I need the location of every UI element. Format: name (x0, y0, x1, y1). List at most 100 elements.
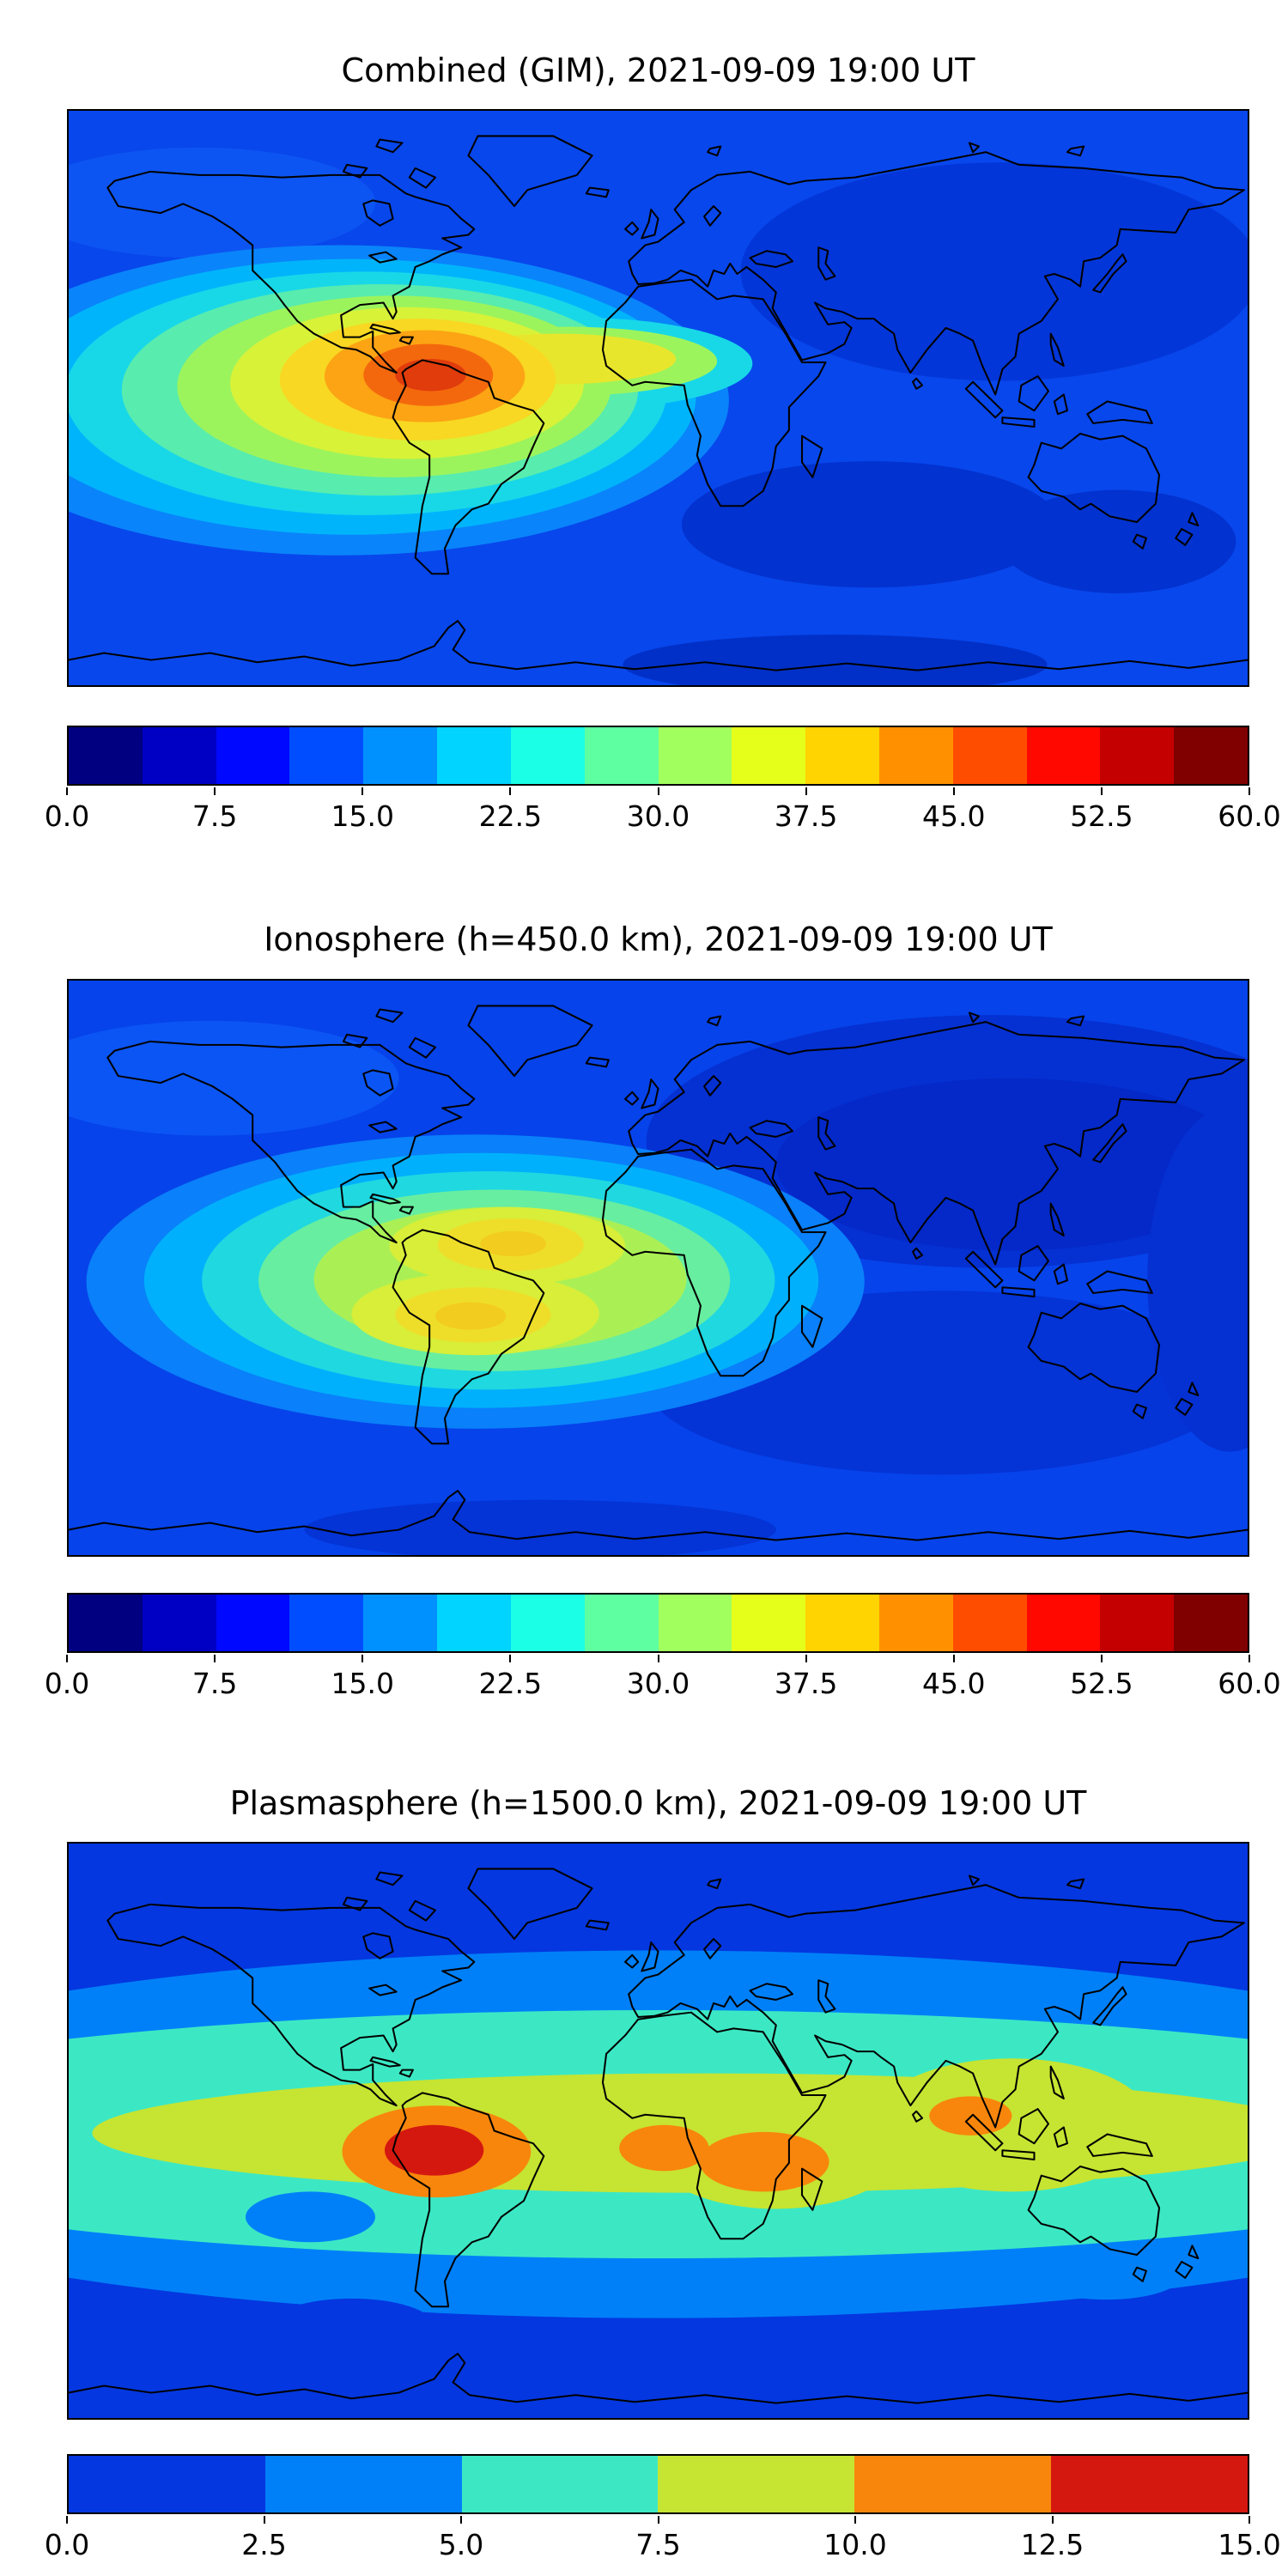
colorbar-tick-label: 0.0 (44, 799, 90, 833)
colorbar-tick (214, 787, 216, 795)
colorbar-tick-label: 45.0 (922, 1667, 986, 1700)
colorbar-segment (878, 727, 953, 784)
colorbar-tick (952, 1655, 955, 1662)
colorbar-tick-label: 2.5 (241, 2528, 287, 2561)
colorbar-tick (1100, 787, 1103, 795)
colorbar-tick (509, 787, 512, 795)
colorbar-segment (216, 1595, 290, 1651)
colorbar-segment (854, 2456, 1052, 2512)
colorbar-tick-label: 7.5 (191, 1667, 238, 1700)
colorbar-segment (878, 1595, 953, 1651)
colorbar-segment (289, 727, 364, 784)
colorbar-segment (437, 1595, 511, 1651)
colorbar-tick-label: 22.5 (478, 799, 543, 833)
map-combined (67, 109, 1249, 687)
colorbar-tick-label: 30.0 (626, 799, 690, 833)
panel-title-plasmasphere: Plasmasphere (h=1500.0 km), 2021-09-09 1… (229, 1784, 1087, 1822)
colorbar-segment (584, 1595, 659, 1651)
colorbar-plasmasphere (67, 2454, 1249, 2514)
colorbar-segment (1174, 727, 1248, 784)
colorbar-segment (732, 1595, 806, 1651)
colorbar-tick-label: 22.5 (478, 1667, 543, 1700)
colorbar-tick (214, 1655, 216, 1662)
colorbar-segment (264, 2456, 462, 2512)
colorbar-tick-label: 15.0 (1218, 2528, 1281, 2561)
colorbar-segment (510, 1595, 585, 1651)
colorbar-tick-label: 45.0 (922, 799, 986, 833)
colorbar-tick (66, 2516, 68, 2524)
map-plasmasphere (67, 1842, 1249, 2420)
colorbar-tick (657, 787, 659, 795)
colorbar-tick (854, 2516, 856, 2524)
colorbar-tick (263, 2516, 265, 2524)
colorbar-tick-label: 0.0 (44, 2528, 90, 2561)
tec-field-combined (69, 111, 1248, 685)
colorbar-tick-label: 12.5 (1020, 2528, 1084, 2561)
colorbar-tick (657, 2516, 659, 2524)
colorbar-tick-label: 37.5 (774, 799, 838, 833)
colorbar-segment (142, 1595, 216, 1651)
colorbar-tick-label: 60.0 (1218, 1667, 1281, 1700)
colorbar-segment (1026, 1595, 1101, 1651)
tec-field-plasmasphere (69, 1844, 1248, 2418)
colorbar-tick (66, 787, 68, 795)
colorbar-segment (363, 727, 438, 784)
colorbar-segment (658, 2456, 855, 2512)
colorbar-segment (805, 727, 879, 784)
colorbar-tick-label: 52.5 (1070, 1667, 1133, 1700)
colorbar-segment (69, 1595, 143, 1651)
panel-title-combined: Combined (GIM), 2021-09-09 19:00 UT (341, 52, 975, 89)
colorbar-ionosphere (67, 1593, 1249, 1653)
colorbar-tick-label: 52.5 (1070, 799, 1133, 833)
colorbar-segment (1174, 1595, 1248, 1651)
colorbar-segment (69, 727, 143, 784)
colorbar-tick (361, 1655, 364, 1662)
colorbar-tick-label: 5.0 (438, 2528, 484, 2561)
panel-title-ionosphere: Ionosphere (h=450.0 km), 2021-09-09 19:0… (264, 920, 1053, 958)
colorbar-segment (732, 727, 806, 784)
colorbar-tick-label: 37.5 (774, 1667, 838, 1700)
colorbar-segment (952, 1595, 1027, 1651)
colorbar-tick (1249, 2516, 1250, 2524)
colorbar-tick (509, 1655, 512, 1662)
colorbar-segment (69, 2456, 265, 2512)
colorbar-tick (805, 1655, 807, 1662)
colorbar-segment (363, 1595, 438, 1651)
colorbar-segment (1100, 1595, 1175, 1651)
colorbar-tick (1051, 2516, 1054, 2524)
colorbar-segment (658, 727, 732, 784)
colorbar-tick (952, 787, 955, 795)
colorbar-tick (460, 2516, 462, 2524)
colorbar-tick-label: 15.0 (331, 799, 394, 833)
colorbar-tick (66, 1655, 68, 1662)
colorbar-tick-label: 7.5 (635, 2528, 681, 2561)
colorbar-segment (437, 727, 511, 784)
colorbar-labels-plasmasphere: 0.0 2.5 5.0 7.5 10.0 12.5 15.0 (45, 2516, 1281, 2561)
colorbar-segment (510, 727, 585, 784)
colorbar-tick (1249, 1655, 1250, 1662)
colorbar-labels-combined: 0.0 7.5 15.0 22.5 30.0 37.5 45.0 52.5 60.0 (45, 787, 1281, 833)
colorbar-segment (584, 727, 659, 784)
colorbar-tick-label: 0.0 (44, 1667, 90, 1700)
colorbar-segment (1026, 727, 1101, 784)
colorbar-tick (657, 1655, 659, 1662)
colorbar-tick (1249, 787, 1250, 795)
colorbar-labels-ionosphere: 0.0 7.5 15.0 22.5 30.0 37.5 45.0 52.5 60.0 (45, 1655, 1281, 1700)
colorbar-segment (142, 727, 216, 784)
colorbar-segment (1051, 2456, 1248, 2512)
colorbar-tick (1100, 1655, 1103, 1662)
colorbar-combined (67, 726, 1249, 786)
colorbar-segment (461, 2456, 659, 2512)
colorbar-segment (805, 1595, 879, 1651)
colorbar-segment (289, 1595, 364, 1651)
colorbar-tick-label: 10.0 (823, 2528, 887, 2561)
colorbar-tick-label: 60.0 (1218, 799, 1281, 833)
colorbar-segment (1100, 727, 1175, 784)
colorbar-tick-label: 30.0 (626, 1667, 690, 1700)
colorbar-tick-label: 7.5 (191, 799, 238, 833)
tec-field-ionosphere (69, 981, 1248, 1555)
colorbar-segment (952, 727, 1027, 784)
colorbar-segment (216, 727, 290, 784)
colorbar-tick-label: 15.0 (331, 1667, 394, 1700)
